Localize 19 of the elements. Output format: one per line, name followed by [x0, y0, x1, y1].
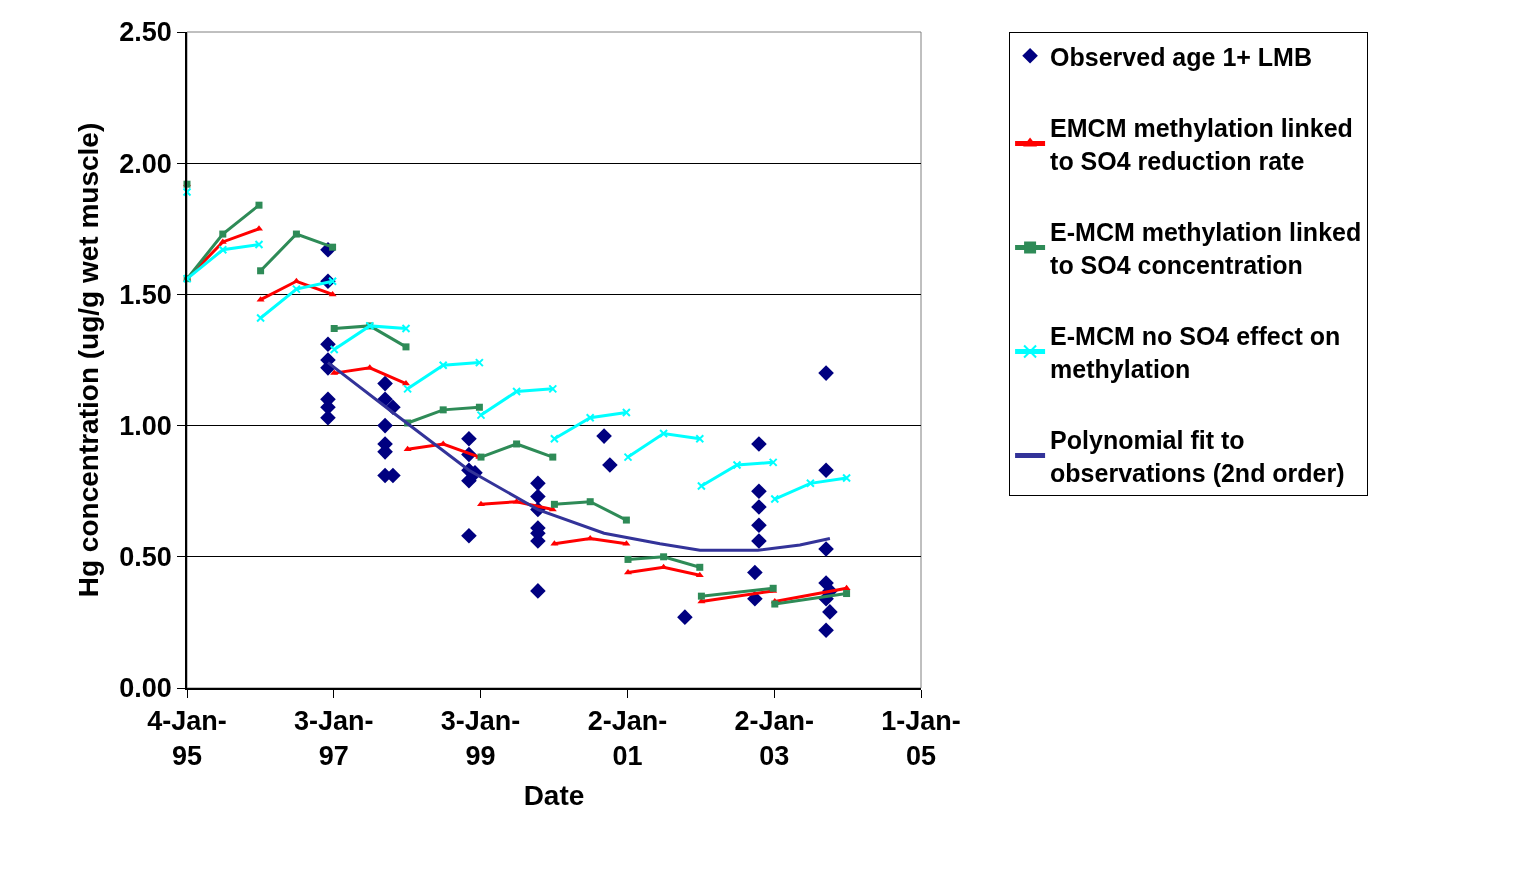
y-tick-label: 2.50	[119, 17, 172, 48]
y-tick-label: 1.50	[119, 279, 172, 310]
y-tick-label: 0.00	[119, 673, 172, 704]
x-tick-label: 3-Jan-97	[294, 706, 374, 772]
legend-label: EMCM methylation linked to SO4 reduction rate	[1050, 114, 1353, 175]
y-tick-label: 2.00	[119, 148, 172, 179]
legend-label: Observed age 1+ LMB	[1050, 42, 1312, 71]
legend-label: E-MCM no SO4 effect on methylation	[1050, 322, 1341, 383]
x-tick-label: 4-Jan-95	[147, 706, 227, 772]
y-tick-label: 1.00	[119, 411, 172, 442]
x-tick-label: 2-Jan-03	[734, 706, 814, 772]
x-tick-label: 1-Jan-05	[881, 706, 961, 772]
x-tick-label: 2-Jan-01	[587, 706, 668, 772]
legend-label: E-MCM methylation linked to SO4 concentration	[1050, 218, 1362, 279]
legend-label: Polynomial fit to observations (2nd order)	[1050, 426, 1345, 487]
x-axis-title: Date	[523, 779, 585, 811]
y-tick-label: 0.50	[119, 542, 172, 573]
y-axis-title: Hg concentration (ug/g wet muscle)	[73, 122, 105, 598]
x-tick-label: 3-Jan-99	[440, 706, 521, 772]
